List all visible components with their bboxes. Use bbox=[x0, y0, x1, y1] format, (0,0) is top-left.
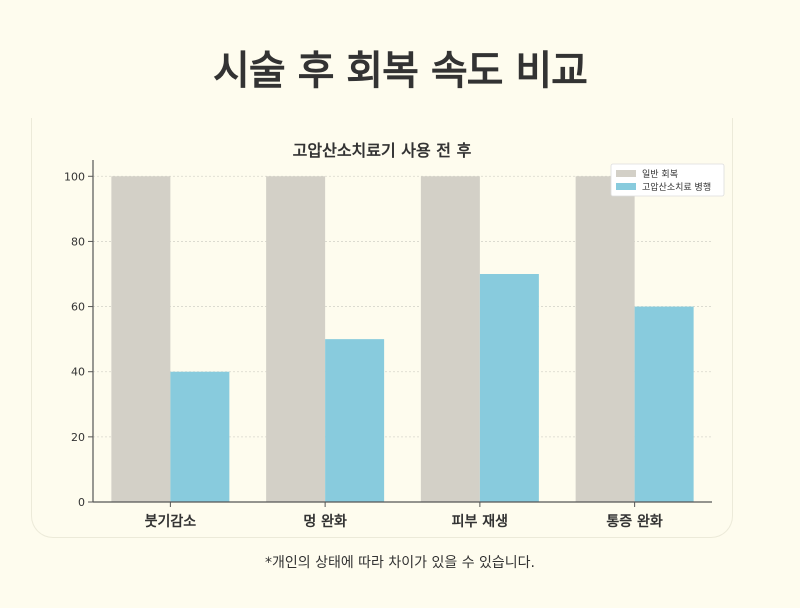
bar-1-2 bbox=[266, 176, 326, 503]
x-tick-label: 통증 완화 bbox=[606, 514, 663, 530]
legend-swatch bbox=[616, 170, 636, 177]
y-tick-label: 80 bbox=[71, 235, 85, 248]
chart-title: 고압산소치료기 사용 전 후 bbox=[293, 141, 472, 160]
legend-label: 일반 회복 bbox=[642, 169, 678, 180]
bar-2-3 bbox=[479, 274, 539, 502]
y-tick-label: 60 bbox=[71, 301, 85, 314]
y-tick-label: 100 bbox=[64, 170, 85, 183]
footnote: *개인의 상태에 따라 차이가 있을 수 있습니다. bbox=[265, 555, 535, 571]
x-tick-label: 피부 재생 bbox=[452, 514, 508, 530]
bar-2-1 bbox=[170, 371, 230, 502]
bars bbox=[111, 176, 694, 503]
legend-label: 고압산소치료 병행 bbox=[642, 181, 711, 193]
bar-1-4 bbox=[575, 176, 635, 503]
bar-2-2 bbox=[325, 339, 385, 502]
legend-swatch bbox=[616, 183, 636, 190]
grid-lines bbox=[93, 175, 712, 438]
x-tick-label: 붓기감소 bbox=[145, 513, 197, 530]
x-tick-label: 멍 완화 bbox=[303, 513, 347, 530]
bar-2-4 bbox=[634, 306, 694, 502]
axes: 0 20 40 60 80 100 붓기감소 멍 완화 피부 재생 통증 완화 bbox=[64, 160, 712, 530]
y-tick-label: 20 bbox=[71, 431, 85, 444]
y-tick-label: 40 bbox=[71, 366, 85, 379]
bar-1-3 bbox=[420, 176, 480, 503]
bar-1-1 bbox=[111, 176, 171, 503]
page-title: 시술 후 회복 속도 비교 bbox=[213, 48, 588, 94]
y-tick-label: 0 bbox=[78, 496, 85, 509]
legend-box bbox=[610, 163, 725, 197]
